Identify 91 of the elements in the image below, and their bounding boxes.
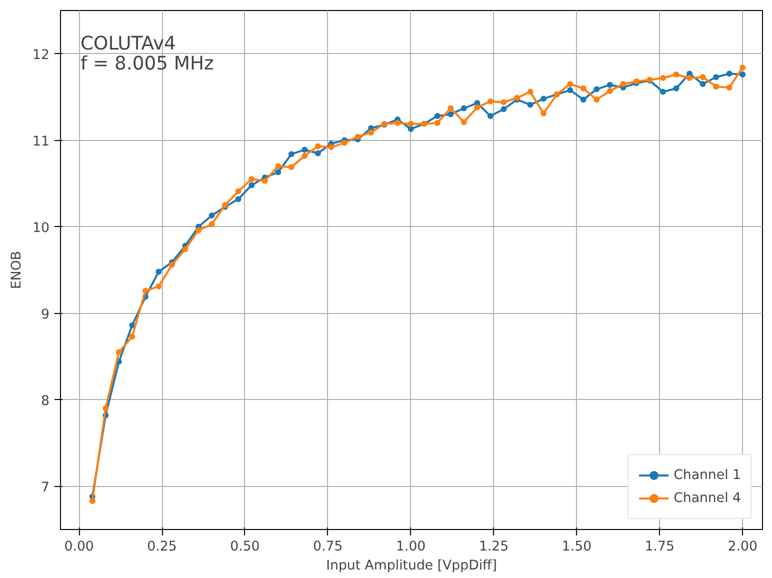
point <box>713 84 720 90</box>
point <box>594 96 600 103</box>
point <box>288 164 294 170</box>
point <box>540 110 547 116</box>
x-tick-label: 1.50 <box>562 540 592 554</box>
point <box>208 221 215 228</box>
point <box>527 88 534 95</box>
point <box>328 144 334 150</box>
point <box>726 84 732 90</box>
y-tick-label: 10 <box>32 220 50 236</box>
point <box>527 102 534 108</box>
point <box>580 96 586 103</box>
x-tick-label: 1.00 <box>396 540 426 554</box>
point <box>474 104 480 110</box>
point <box>156 268 162 275</box>
x-axis-title: Input Amplitude [VppDiff] <box>326 558 497 574</box>
x-tick-label: 2.00 <box>728 540 758 554</box>
point <box>408 126 414 132</box>
point <box>540 96 547 102</box>
point <box>500 106 507 112</box>
point <box>288 151 294 158</box>
y-tick-label: 7 <box>41 480 50 496</box>
y-tick-label: 11 <box>32 134 50 150</box>
point <box>341 140 348 146</box>
point <box>713 74 720 80</box>
point <box>660 74 666 81</box>
annotation: f = 8.005 MHz <box>80 54 214 74</box>
point <box>235 188 242 194</box>
point <box>182 246 188 252</box>
point <box>208 212 215 218</box>
point <box>448 105 454 112</box>
point <box>673 85 680 92</box>
x-tick-label: 0.25 <box>147 540 177 554</box>
y-tick-label: 8 <box>41 394 50 409</box>
point <box>700 81 706 88</box>
point <box>434 120 440 126</box>
point <box>460 105 467 112</box>
point <box>606 82 613 88</box>
y-tick-label: 9 <box>41 307 50 322</box>
point <box>460 119 467 126</box>
point <box>116 349 122 356</box>
point <box>354 134 361 140</box>
point <box>196 227 202 234</box>
point <box>448 111 454 118</box>
annotation: COLUTAv4 <box>80 34 176 54</box>
point <box>302 152 308 159</box>
x-tick-label: 0.00 <box>64 540 94 554</box>
x-tick-label: 0.75 <box>313 540 343 554</box>
point <box>660 88 666 95</box>
point <box>275 163 282 170</box>
point <box>673 72 680 78</box>
point <box>620 81 626 88</box>
point <box>248 182 255 188</box>
point <box>580 85 586 92</box>
point <box>248 176 255 182</box>
x-tick-label: 1.25 <box>478 540 509 554</box>
point <box>726 70 732 77</box>
x-tick-label: 0.50 <box>230 540 260 554</box>
point <box>434 113 440 120</box>
point <box>129 334 136 340</box>
point <box>129 322 136 328</box>
y-tick-label: 12 <box>32 48 50 63</box>
point <box>314 150 321 156</box>
point <box>567 87 574 94</box>
point <box>740 72 746 78</box>
point <box>487 98 494 104</box>
point <box>156 283 162 290</box>
point <box>594 86 600 92</box>
point <box>686 74 693 81</box>
point <box>262 178 268 184</box>
legend-label: Channel 4 <box>674 490 741 506</box>
point <box>567 81 574 88</box>
point <box>700 74 706 80</box>
point <box>235 196 242 202</box>
point <box>275 169 282 176</box>
point <box>102 405 109 412</box>
point <box>394 120 401 126</box>
point <box>89 498 96 504</box>
point <box>142 288 148 294</box>
point <box>487 113 494 120</box>
point <box>302 146 308 153</box>
point <box>408 120 414 127</box>
point <box>606 88 613 94</box>
point <box>500 99 507 106</box>
point <box>368 129 374 136</box>
y-axis-title: ENOB <box>10 250 25 290</box>
legend-label: Channel 1 <box>674 468 741 482</box>
point <box>314 143 321 150</box>
point <box>168 262 175 268</box>
x-tick-label: 1.75 <box>644 540 675 554</box>
point <box>740 64 746 71</box>
